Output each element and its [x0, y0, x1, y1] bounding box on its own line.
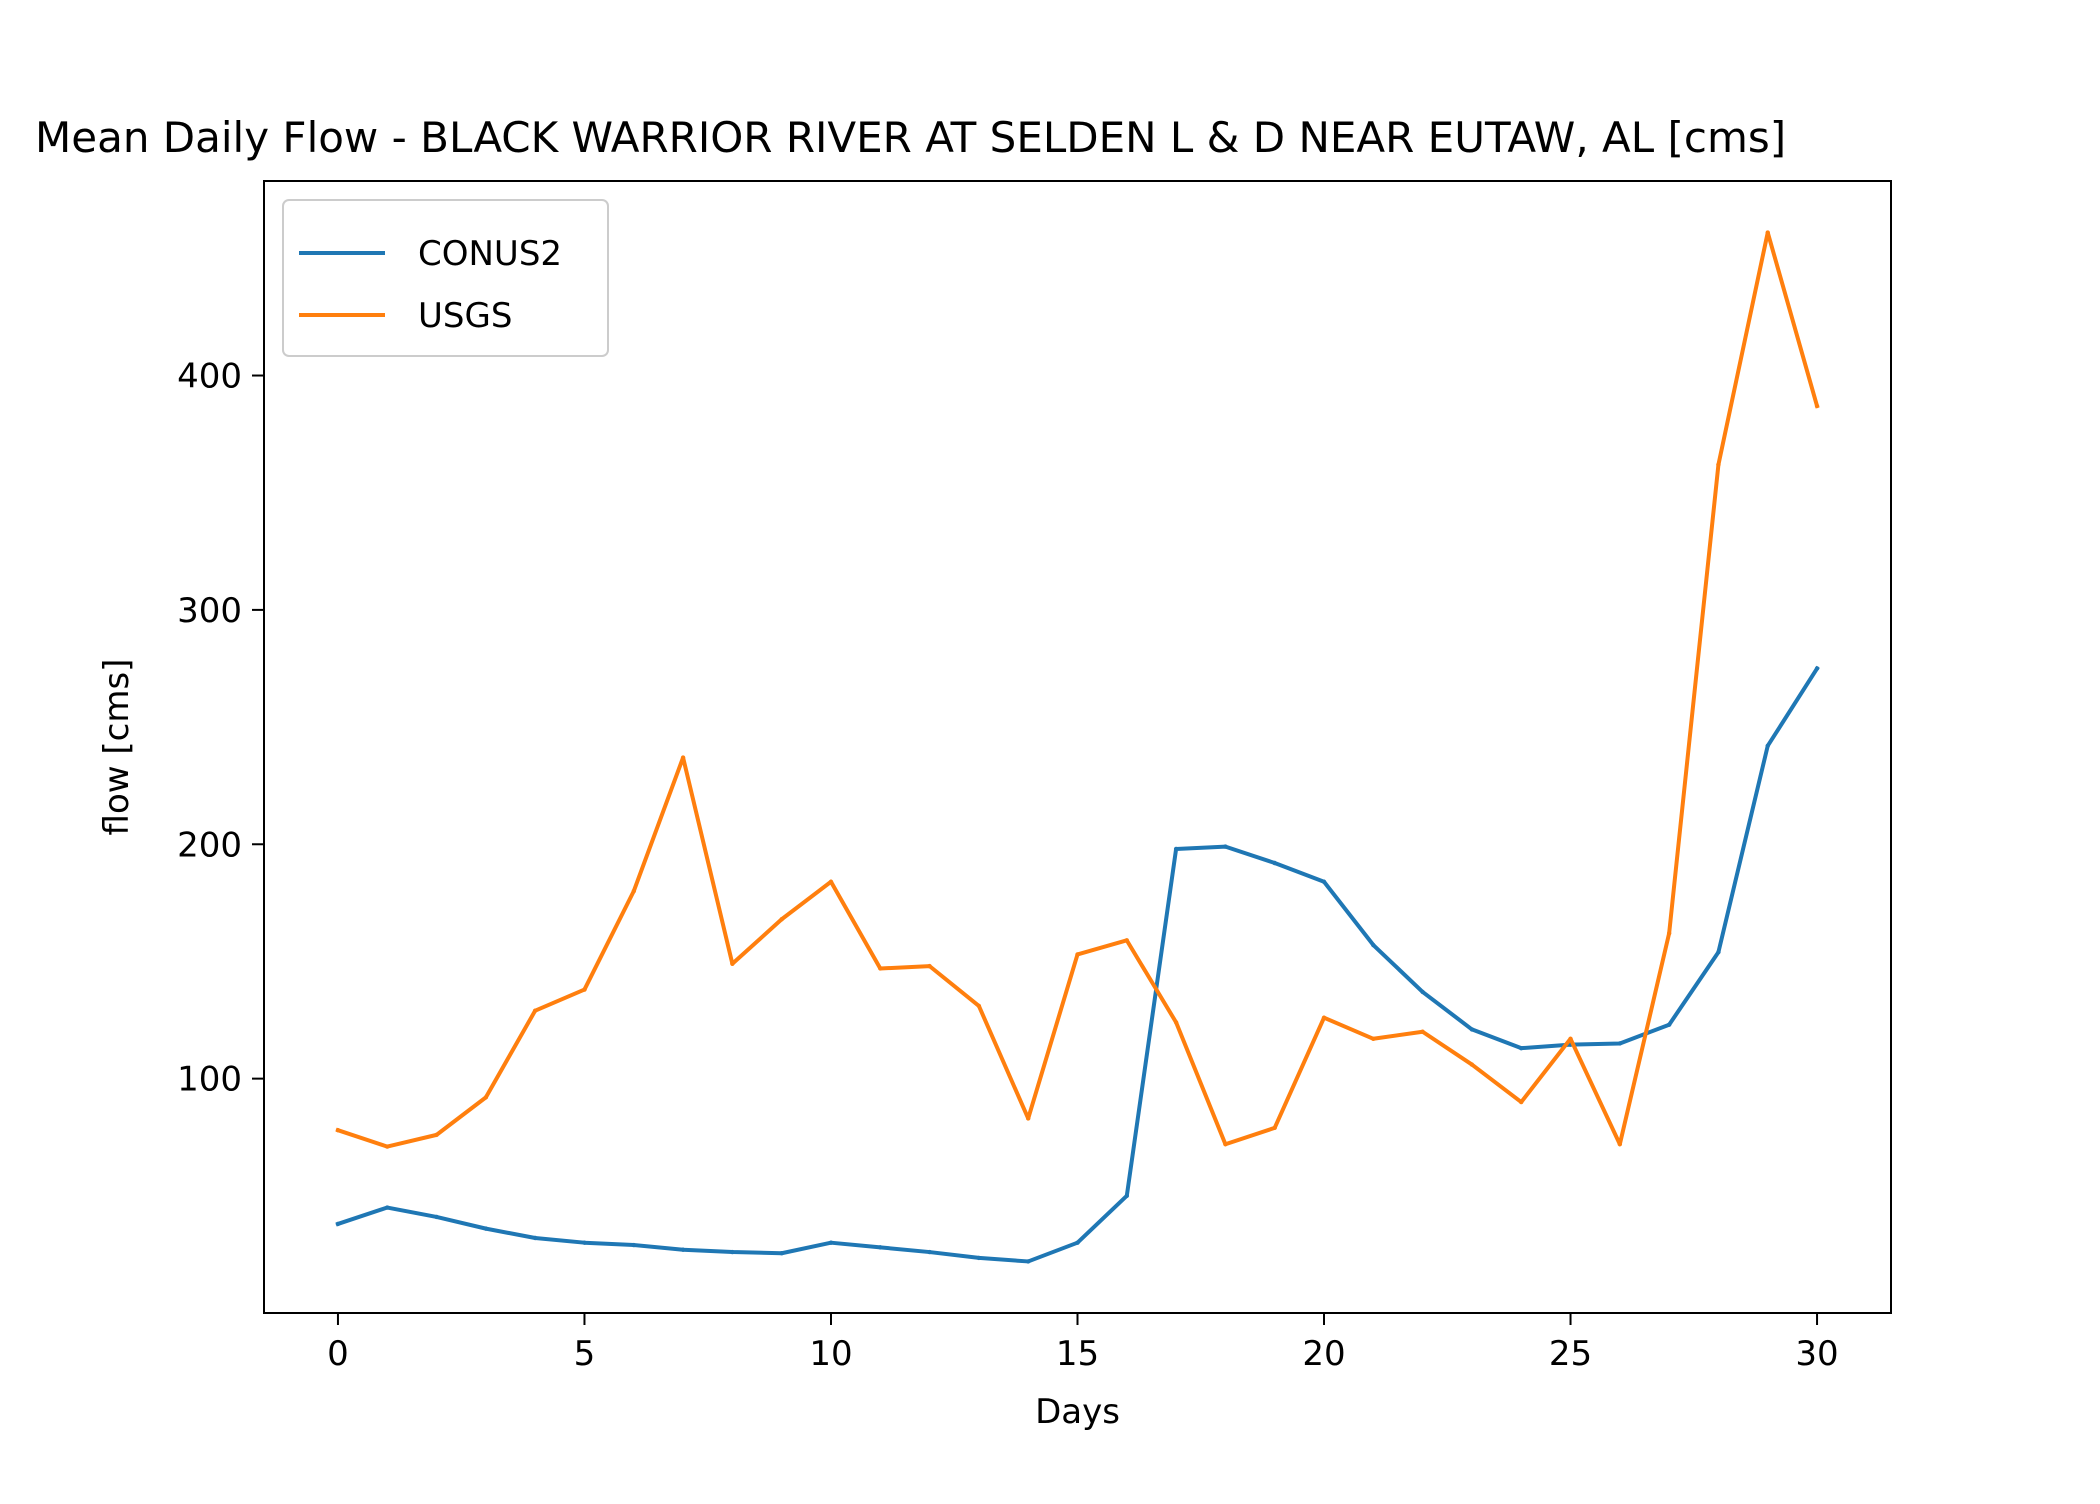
data-point-usgs — [1025, 1116, 1031, 1121]
data-point-usgs — [1173, 1020, 1179, 1025]
data-point-usgs — [631, 888, 636, 894]
y-tick-label: 100 — [177, 1060, 242, 1100]
data-point-usgs — [1814, 403, 1820, 409]
x-tick-label: 10 — [809, 1334, 852, 1374]
data-point-usgs — [1272, 1125, 1277, 1131]
plot-background — [264, 181, 1891, 1313]
y-tick-label: 300 — [177, 591, 242, 631]
x-tick-label: 15 — [1056, 1334, 1099, 1374]
data-point-conus2 — [680, 1247, 686, 1252]
data-point-conus2 — [1173, 846, 1179, 852]
data-point-usgs — [779, 917, 784, 922]
data-point-conus2 — [434, 1214, 439, 1220]
data-point-usgs — [532, 1008, 538, 1013]
data-point-usgs — [878, 966, 883, 971]
data-point-conus2 — [1321, 879, 1327, 884]
y-tick-label: 400 — [177, 357, 242, 397]
x-tick-label: 0 — [327, 1334, 349, 1374]
data-point-conus2 — [1469, 1027, 1475, 1032]
y-tick-label: 200 — [177, 825, 242, 865]
data-point-usgs — [680, 755, 686, 760]
data-point-usgs — [483, 1095, 489, 1100]
data-point-conus2 — [582, 1240, 587, 1245]
series-layer — [335, 230, 1820, 1264]
data-point-conus2 — [1420, 989, 1425, 995]
data-point-usgs — [828, 879, 834, 884]
y-axis-label: flow [cms] — [97, 659, 137, 836]
data-point-usgs — [1469, 1062, 1475, 1067]
chart-title: Mean Daily Flow - BLACK WARRIOR RIVER AT… — [35, 113, 1786, 162]
data-point-usgs — [1371, 1036, 1376, 1041]
legend-label: USGS — [418, 296, 512, 336]
x-tick-label: 20 — [1302, 1334, 1345, 1374]
data-point-conus2 — [1617, 1041, 1623, 1046]
data-point-usgs — [335, 1127, 341, 1133]
data-point-usgs — [1420, 1029, 1425, 1034]
data-point-conus2 — [1519, 1045, 1524, 1051]
data-point-usgs — [1666, 931, 1672, 936]
data-point-usgs — [1223, 1142, 1228, 1147]
data-point-conus2 — [828, 1240, 834, 1245]
data-point-conus2 — [1371, 942, 1376, 948]
data-point-usgs — [927, 963, 932, 969]
data-point-conus2 — [532, 1235, 538, 1241]
data-point-usgs — [1716, 462, 1721, 467]
plot-area — [263, 180, 1892, 1314]
data-point-conus2 — [1124, 1193, 1130, 1199]
data-point-conus2 — [1666, 1022, 1672, 1027]
data-point-conus2 — [1075, 1240, 1080, 1245]
y-axis: 100 200 300 400 — [177, 357, 264, 1100]
data-point-conus2 — [1223, 844, 1228, 849]
data-point-conus2 — [878, 1245, 883, 1250]
legend-label: CONUS2 — [418, 234, 562, 274]
x-axis: 0 5 10 15 20 25 30 — [327, 1313, 1839, 1374]
data-point-conus2 — [976, 1255, 982, 1261]
data-point-conus2 — [1025, 1259, 1031, 1264]
data-point-conus2 — [927, 1249, 932, 1255]
legend-items: CONUS2 USGS — [299, 234, 562, 336]
data-point-usgs — [1075, 952, 1080, 957]
data-point-usgs — [1617, 1142, 1623, 1147]
data-point-usgs — [434, 1132, 439, 1138]
data-point-usgs — [582, 987, 587, 992]
data-point-usgs — [1321, 1015, 1327, 1020]
data-point-usgs — [385, 1144, 390, 1149]
data-point-usgs — [976, 1003, 982, 1009]
data-point-conus2 — [730, 1249, 735, 1255]
x-tick-label: 30 — [1795, 1334, 1838, 1374]
data-point-conus2 — [335, 1221, 341, 1227]
data-point-conus2 — [1716, 949, 1721, 955]
data-point-usgs — [730, 961, 735, 966]
data-point-conus2 — [483, 1226, 489, 1231]
data-point-usgs — [1765, 230, 1770, 235]
data-point-usgs — [1124, 938, 1130, 943]
x-tick-label: 5 — [574, 1334, 596, 1374]
data-point-usgs — [1568, 1036, 1573, 1041]
x-tick-label: 25 — [1549, 1334, 1592, 1374]
data-point-conus2 — [1814, 666, 1820, 671]
x-axis-label: Days — [1035, 1392, 1120, 1432]
legend: CONUS2 USGS — [282, 199, 609, 357]
data-point-conus2 — [385, 1205, 390, 1210]
data-point-usgs — [1519, 1099, 1524, 1105]
data-point-conus2 — [779, 1251, 784, 1256]
data-point-conus2 — [1765, 743, 1770, 749]
data-point-conus2 — [1272, 860, 1277, 866]
data-point-conus2 — [631, 1242, 636, 1248]
